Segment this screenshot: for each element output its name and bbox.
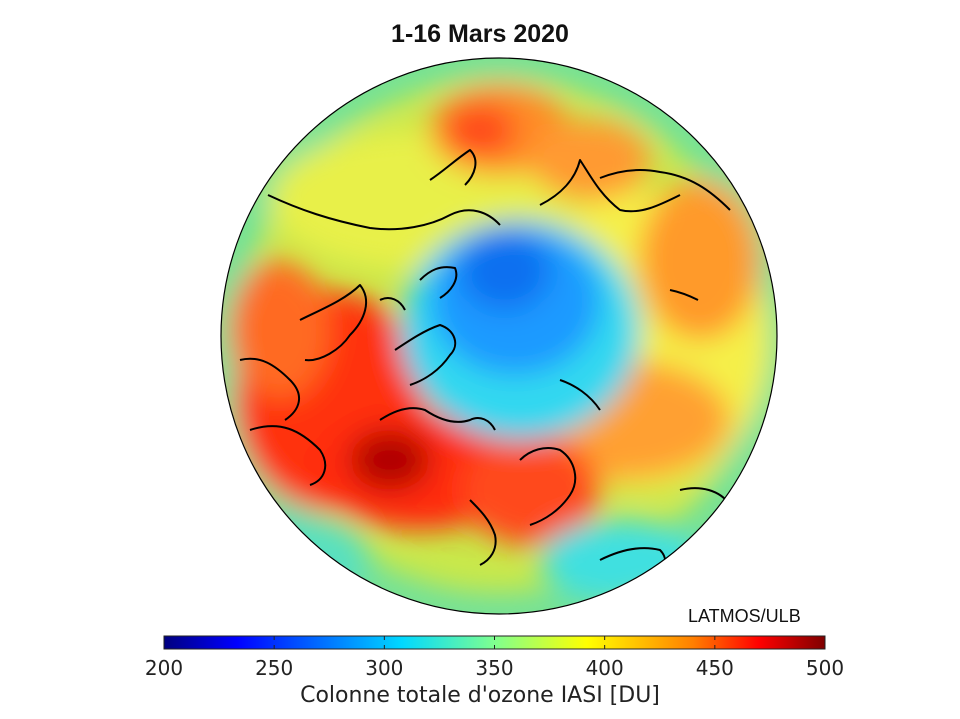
colorbar-tick-label: 200 [145,656,183,680]
colorbar-tick-label: 450 [696,656,734,680]
colorbar-label: Colonne totale d'ozone IASI [DU] [300,683,660,708]
map-title: 1-16 Mars 2020 [391,20,569,48]
colorbar-tick-label: 500 [806,656,844,680]
map-frame [220,57,778,615]
coastlines [239,149,733,581]
data-credit: LATMOS/ULB [688,606,801,626]
colorbar-tick-label: 300 [365,656,403,680]
colorbar-tick-label: 250 [255,656,293,680]
colorbar-tick-label: 350 [475,656,513,680]
colorbar-ticks: 200 250 300 350 400 450 500 [145,636,844,680]
colorbar-tick-label: 400 [586,656,624,680]
